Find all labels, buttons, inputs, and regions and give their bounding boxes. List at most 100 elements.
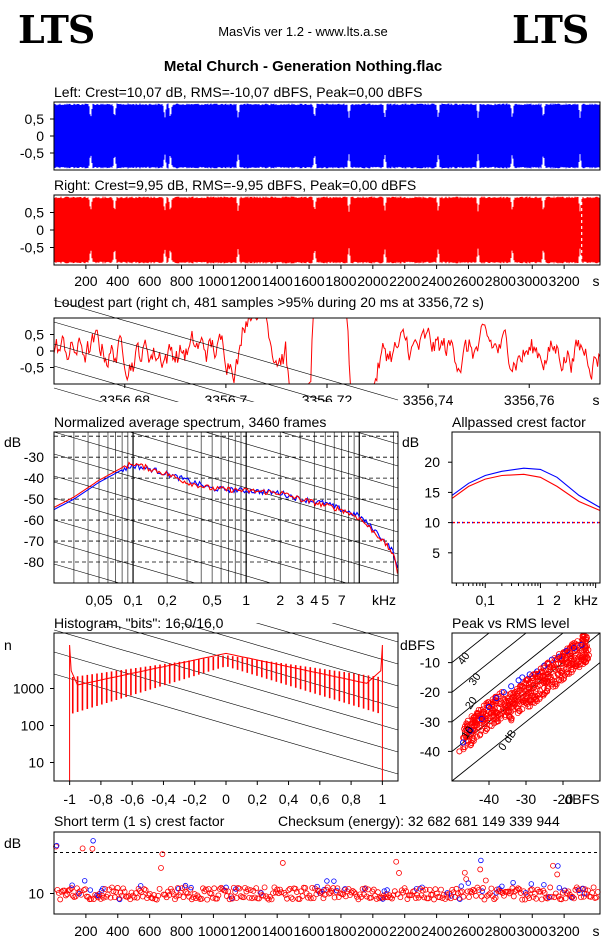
histogram-ylabel: n bbox=[4, 637, 12, 653]
left-title: Left: Crest=10,07 dB, RMS=-10,07 dBFS, P… bbox=[54, 84, 422, 100]
peakrms-point-red bbox=[561, 656, 568, 663]
shortcrest-point-red bbox=[408, 892, 415, 899]
peakrms-ytick-label: -20 bbox=[420, 684, 440, 700]
loudest-title: Loudest part (right ch, 481 samples >95%… bbox=[54, 294, 484, 310]
right-waveform bbox=[50, 196, 600, 264]
peakrms-point-0 bbox=[541, 662, 548, 669]
right-xtick-label: 2000 bbox=[357, 273, 388, 289]
peakrms-point-red bbox=[539, 672, 546, 679]
peakrms-point-red bbox=[506, 712, 513, 719]
shortcrest-point-red bbox=[134, 894, 141, 901]
peakrms-point-red bbox=[502, 712, 509, 719]
peakrms-point-red bbox=[489, 702, 496, 709]
peakrms-point-red bbox=[554, 665, 561, 672]
loudest-xtick-label: 3356,76 bbox=[504, 392, 555, 408]
allpass-ytick-label: 5 bbox=[432, 545, 440, 561]
peakrms-point-red bbox=[471, 719, 478, 726]
shortcrest-point-red bbox=[505, 888, 512, 895]
peakrms-point-red bbox=[562, 660, 569, 667]
peakrms-point-red bbox=[475, 706, 482, 713]
shortcrest-xtick-label: 1200 bbox=[230, 923, 261, 939]
spectrum-slope-line bbox=[53, 497, 399, 599]
peakrms-diagonal bbox=[452, 662, 600, 781]
peakrms-point-red bbox=[516, 697, 523, 704]
allpass-ylabel: dB bbox=[402, 434, 419, 450]
shortcrest-point-red bbox=[403, 888, 409, 895]
shortcrest-point-red bbox=[153, 896, 160, 903]
loudest-xtick-label: 3356,74 bbox=[403, 392, 454, 408]
peakrms-point-red bbox=[463, 727, 470, 734]
peakrms-point-0 bbox=[548, 656, 555, 663]
shortcrest-point-red bbox=[425, 895, 432, 902]
shortcrest-point-red bbox=[309, 884, 316, 891]
shortcrest-xtick-label: 200 bbox=[74, 923, 98, 939]
peakrms-point-red bbox=[525, 684, 532, 691]
spectrum-xtick-label: 0,1 bbox=[123, 592, 143, 608]
shortcrest-point-red bbox=[550, 862, 556, 869]
shortcrest-point-red bbox=[256, 895, 262, 902]
shortcrest-point-red bbox=[79, 845, 86, 852]
peakrms-point-red bbox=[552, 683, 559, 690]
shortcrest-point-red bbox=[279, 860, 286, 866]
peakrms-point-1 bbox=[511, 689, 518, 696]
peakrms-xunit: dBFS bbox=[564, 791, 599, 807]
shortcrest-point-red bbox=[590, 884, 597, 891]
shortcrest-point-red bbox=[459, 888, 465, 895]
peakrms-point-0 bbox=[515, 677, 522, 684]
allpass-ytick-label: 10 bbox=[424, 515, 440, 531]
spectrum-frame bbox=[53, 431, 399, 584]
right-xtick-label: 800 bbox=[170, 273, 194, 289]
shortcrest-xtick-label: 2400 bbox=[421, 923, 452, 939]
shortcrest-point-red bbox=[349, 888, 356, 894]
shortcrest-xtick-label: 2800 bbox=[485, 923, 516, 939]
peakrms-point-red bbox=[546, 680, 553, 687]
histogram-ytick-label: 1000 bbox=[13, 681, 44, 697]
shortcrest-point-red bbox=[109, 884, 115, 891]
peakrms-point-red bbox=[533, 685, 540, 692]
histogram-ytick-label: 100 bbox=[21, 718, 45, 734]
shortcrest-point-blue bbox=[556, 885, 562, 891]
shortcrest-point-red bbox=[436, 894, 443, 901]
loudest-ytick-label: -0,5 bbox=[20, 360, 44, 376]
spectrum-series-0 bbox=[53, 463, 399, 569]
peakrms-point-red bbox=[580, 660, 587, 667]
shortcrest-xtick-label: 3000 bbox=[517, 923, 548, 939]
peakrms-ytick-label: -40 bbox=[420, 743, 440, 759]
shortcrest-point-red bbox=[334, 885, 341, 892]
shortcrest-point-red bbox=[571, 895, 577, 902]
shortcrest-point-red bbox=[253, 885, 260, 892]
histogram-xtick-label: 0,4 bbox=[279, 791, 299, 807]
shortcrest-point-red bbox=[222, 887, 229, 894]
spectrum-xtick-label: 4 bbox=[310, 592, 318, 608]
shortcrest-point-red bbox=[225, 888, 232, 895]
shortcrest-point-red bbox=[285, 887, 292, 894]
peakrms-point-red bbox=[537, 687, 544, 694]
peakrms-point-red bbox=[526, 696, 533, 703]
shortcrest-point-red bbox=[593, 894, 600, 901]
peakrms-point-1 bbox=[456, 748, 463, 755]
shortcrest-point-red bbox=[352, 890, 359, 897]
allpass-xunit: kHz bbox=[574, 592, 598, 608]
peakrms-plot: 40 30 20 10 0 dB bbox=[448, 633, 600, 785]
shortcrest-point-red bbox=[551, 894, 558, 901]
peakrms-diag-label: 0 dB bbox=[496, 728, 519, 753]
shortcrest-point-red bbox=[548, 893, 555, 900]
shortcrest-point-red bbox=[211, 885, 218, 892]
shortcrest-xtick-label: 600 bbox=[138, 923, 162, 939]
shortcrest-point-red bbox=[513, 886, 520, 893]
shortcrest-point-red bbox=[302, 884, 309, 891]
left-frame bbox=[53, 101, 601, 171]
peakrms-point-1 bbox=[482, 715, 489, 722]
shortcrest-point-red bbox=[240, 894, 247, 901]
spectrum-ytick-label: -80 bbox=[24, 554, 44, 570]
shortcrest-point-red bbox=[529, 886, 535, 893]
spectrum-ytick-label: -70 bbox=[24, 533, 44, 549]
shortcrest-point-red bbox=[120, 885, 127, 892]
shortcrest-point-red bbox=[299, 893, 306, 900]
shortcrest-point-red bbox=[289, 896, 296, 902]
spectrum-xtick-label: 7 bbox=[338, 592, 346, 608]
shortcrest-point-red bbox=[307, 895, 314, 902]
shortcrest-point-red bbox=[204, 896, 211, 903]
shortcrest-ytick-label: 10 bbox=[28, 886, 44, 902]
shortcrest-point-red bbox=[78, 891, 85, 898]
